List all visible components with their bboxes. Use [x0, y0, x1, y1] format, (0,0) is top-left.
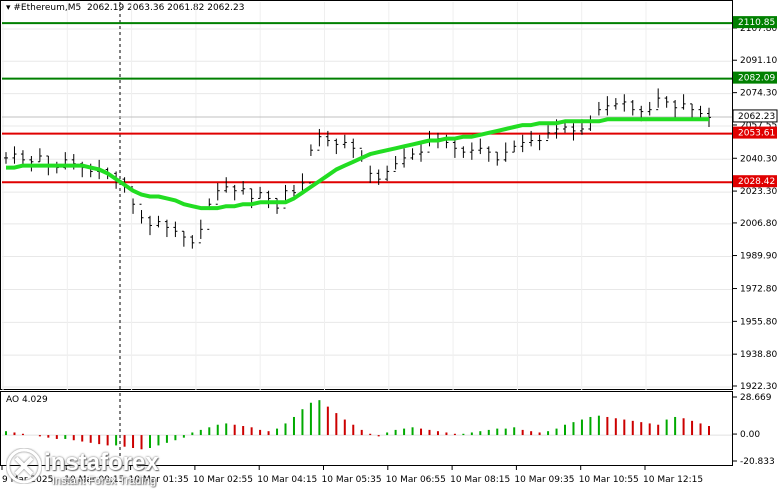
time-tick-label: 10 Mar 02:55: [193, 475, 253, 485]
instaforex-logo-icon: [6, 448, 42, 484]
current-price-bg: [733, 109, 778, 123]
price-grid: [2, 2, 732, 390]
ao-tick-label: 28.669: [740, 393, 772, 403]
time-tick-label: 10 Mar 12:15: [643, 475, 703, 485]
awesome-oscillator-panel[interactable]: AO 4.029: [0, 391, 733, 466]
time-tick-label: 10 Mar 06:55: [386, 475, 446, 485]
price-tick-label: 1922.30: [740, 382, 777, 390]
time-tick-label: 10 Mar 04:15: [257, 475, 317, 485]
time-tick-label: 10 Mar 05:35: [322, 475, 382, 485]
level-label-bg: [733, 126, 777, 139]
price-tick-label: 2091.10: [740, 56, 777, 66]
level-label-bg: [733, 16, 777, 29]
price-tick-label: 1955.80: [740, 317, 777, 327]
level-label-bg: [733, 71, 777, 84]
level-label-bg: [733, 175, 777, 188]
logo-wordmark: instaforex: [44, 449, 159, 476]
level-label: 2053.61: [738, 129, 775, 139]
ohlc-values: 2062.19 2063.36 2061.82 2062.23: [87, 3, 245, 13]
level-label: 2110.85: [738, 18, 775, 28]
price-bars: [4, 88, 711, 249]
price-tick-label: 2057.55: [740, 121, 777, 131]
time-tick-label: 10 Mar 01:35: [129, 475, 189, 485]
price-tick-label: 2107.80: [740, 24, 777, 34]
instrument-icon: ▾: [6, 3, 14, 13]
price-tick-label: 2040.30: [740, 154, 777, 164]
price-tick-label: 1972.80: [740, 285, 777, 295]
level-label: 2082.09: [738, 74, 775, 84]
ao-tick-label: -20.833: [740, 457, 775, 466]
ao-plot[interactable]: [1, 392, 734, 467]
ao-label: AO 4.029: [6, 395, 48, 405]
price-tick-label: 2074.30: [740, 89, 777, 99]
price-chart-panel[interactable]: ▾ #Ethereum,M5 2062.19 2063.36 2061.82 2…: [0, 0, 733, 390]
price-axis: 2107.80 2091.10 2074.30 2057.55 2040.30 2023.…: [733, 16, 778, 390]
moving-average-line: [6, 117, 709, 211]
time-tick-label: 10 Mar 10:55: [579, 475, 639, 485]
time-tick-label: 9 Mar 2025: [2, 475, 53, 485]
ao-axis: 28.669 0.00 -20.833: [733, 393, 775, 466]
price-tick-label: 2023.30: [740, 187, 777, 197]
time-tick-label: 10 Mar 08:15: [450, 475, 510, 485]
current-price-label: 2062.23: [738, 112, 775, 122]
chart-title: ▾ #Ethereum,M5 2062.19 2063.36 2061.82 2…: [6, 3, 244, 13]
time-tick-label: 10 Mar 00:15: [64, 475, 124, 485]
instaforex-logo: instaforex Instant Forex Trading: [6, 446, 186, 488]
symbol-label: #Ethereum,M5: [13, 3, 82, 13]
time-axis: 9 Mar 2025 10 Mar 00:15 10 Mar 01:35 10 Mar…: [1, 466, 703, 485]
price-tick-label: 1938.80: [740, 350, 777, 360]
level-label: 2028.42: [738, 177, 775, 187]
logo-tagline: Instant Forex Trading: [52, 475, 156, 487]
ao-bars: [5, 400, 710, 450]
price-tick-label: 2006.80: [740, 219, 777, 229]
price-tick-label: 1989.90: [740, 252, 777, 262]
ao-tick-label: 0.00: [740, 430, 760, 440]
time-tick-label: 10 Mar 09:35: [514, 475, 574, 485]
price-plot[interactable]: [1, 1, 734, 391]
